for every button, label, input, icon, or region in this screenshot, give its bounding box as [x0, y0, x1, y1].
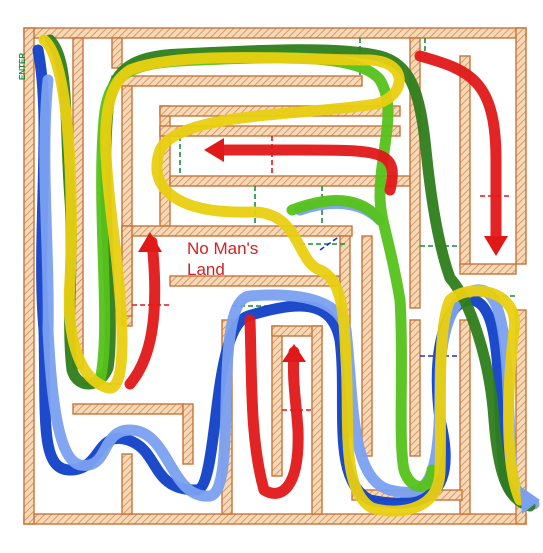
- arrow-head: [520, 486, 540, 514]
- wall-segment: [23, 27, 35, 525]
- wall-segment: [111, 37, 123, 69]
- wall-segment: [515, 309, 527, 525]
- route-arrows: [138, 138, 540, 514]
- no-mans-land-label-line2: Land: [187, 260, 225, 279]
- red-path: [124, 50, 502, 499]
- wall-segment: [111, 75, 363, 87]
- wall-segment: [121, 225, 353, 237]
- wall-segment: [182, 403, 194, 465]
- wall-segment: [409, 37, 421, 309]
- wall-segment: [459, 319, 471, 515]
- wall-segment: [515, 27, 527, 265]
- wall-segment: [72, 403, 184, 415]
- wall-segment: [361, 235, 373, 457]
- maze-walls: [23, 27, 527, 525]
- arrow-head: [282, 344, 306, 362]
- arrow-head: [138, 232, 162, 252]
- wall-segment: [311, 325, 323, 515]
- wall-segment: [459, 263, 517, 275]
- wall-segment: [409, 319, 421, 457]
- arrow-head: [204, 138, 224, 162]
- yellow-path: [38, 34, 526, 517]
- wall-segment: [23, 513, 527, 525]
- wall-segment: [159, 125, 401, 137]
- wall-segment: [271, 325, 283, 477]
- no-mans-land-label-line1: No Man's: [187, 239, 259, 258]
- no-mans-land-label: No Man's Land: [187, 238, 297, 280]
- wall-segment: [169, 175, 411, 187]
- gate-marker: [319, 235, 341, 251]
- wall-segment: [121, 453, 133, 515]
- wall-segment: [459, 55, 471, 267]
- wall-segment: [23, 27, 527, 39]
- entry-tag: ENTER: [18, 52, 27, 80]
- arrow-head: [484, 236, 508, 256]
- maze-routes: [32, 34, 540, 517]
